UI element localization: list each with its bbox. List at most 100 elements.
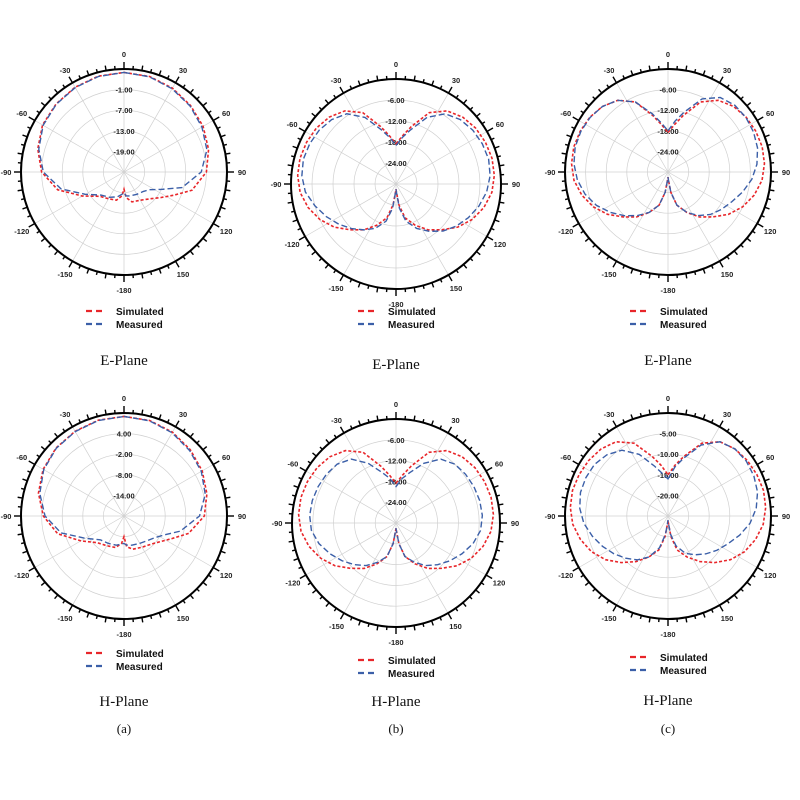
angle-tick [349,616,353,621]
angle-tick [561,533,567,536]
angle-tick [333,434,337,439]
angle-label: -30 [604,410,615,419]
angle-tick [430,420,434,426]
angle-tick [580,574,585,578]
polar-chart-2: 0 30 60 90 120 150 -180 -150 -120 -90 -60 -30 -6.00 -… [271,60,521,373]
angle-tick [149,412,153,417]
angle-tick [104,273,107,279]
angle-label: 90 [512,180,520,189]
angle-tick [95,615,99,620]
angle-tick [764,478,770,482]
angle-tick [648,409,651,415]
angle-label: 90 [511,519,519,528]
legend-label-simulated: Simulated [660,307,708,318]
legend-label-measured: Measured [116,662,163,673]
angle-tick [746,446,752,451]
legend-label-simulated: Simulated [660,653,708,664]
angle-label: -120 [14,571,29,580]
angle-tick [297,137,302,141]
grid-spoke [616,82,669,173]
angle-label: -180 [660,286,675,295]
angle-tick [182,599,186,604]
angle-tick [28,116,36,122]
angle-tick [746,102,752,107]
angle-tick [485,466,493,472]
ring-label: -8.00 [115,471,132,480]
angle-tick [293,485,299,489]
angle-tick [413,625,416,631]
angle-tick [469,446,473,450]
angle-tick [693,271,697,276]
angle-label: 120 [220,227,233,236]
angle-label: -150 [601,270,616,279]
angle-label: 60 [222,109,230,118]
grid-spoke [616,426,669,517]
angle-tick [761,126,765,130]
angle-label: 150 [449,622,462,631]
angle-tick [86,268,90,274]
angle-tick [572,566,580,572]
angle-tick [497,210,501,213]
angle-label: 30 [179,410,187,419]
angle-tick [166,419,170,423]
angle-tick [149,68,153,73]
angle-tick [20,143,25,147]
angle-tick [376,75,379,81]
angle-tick [564,197,569,201]
angle-tick [212,116,220,122]
angle-tick [40,446,46,451]
angle-tick [769,152,775,155]
angle-tick [622,75,626,79]
angle-tick [95,412,99,417]
angle-label: -180 [388,300,403,309]
plane-caption: H-Plane [99,694,148,710]
angle-tick [499,201,505,204]
angle-tick [291,210,295,213]
angle-label: -180 [116,630,131,639]
angle-tick [413,287,416,293]
angle-label: 150 [177,270,190,279]
angle-tick [639,412,643,417]
grid-spoke [395,183,488,237]
grid-spoke [616,515,669,606]
angle-tick [357,282,361,288]
angle-tick [141,273,144,279]
angle-tick [182,84,186,89]
angle-tick [767,541,772,545]
angle-tick [767,143,772,147]
angle-tick [498,503,504,506]
plane-caption: E-Plane [100,353,148,369]
angle-tick [182,255,186,260]
angle-tick [622,609,626,613]
angle-tick [202,446,208,451]
angle-tick [339,86,345,94]
grid-spoke [305,470,397,524]
angle-tick [367,623,370,628]
angle-tick [497,155,501,158]
angle-tick [291,549,296,552]
angle-tick [299,574,307,580]
angle-tick [648,617,651,623]
angle-tick [612,260,618,268]
panel-label-c: (c) [661,721,675,736]
angle-tick [48,244,52,248]
angle-tick [584,237,590,242]
grid-spoke [578,515,669,568]
plane-caption: E-Plane [372,357,420,373]
angle-tick [598,594,603,600]
angle-tick [733,88,738,94]
angle-tick [469,106,474,111]
angle-tick [566,134,572,138]
angle-label: 60 [766,453,774,462]
angle-tick [447,274,453,282]
angle-tick [217,214,221,218]
ring-label: -2.00 [115,450,132,459]
angle-label: -120 [285,240,300,249]
grid-spoke [123,171,214,224]
angle-tick [751,454,756,458]
angle-tick [324,263,330,269]
angle-tick [54,594,59,600]
angle-tick [571,558,575,562]
angle-tick [220,478,226,482]
